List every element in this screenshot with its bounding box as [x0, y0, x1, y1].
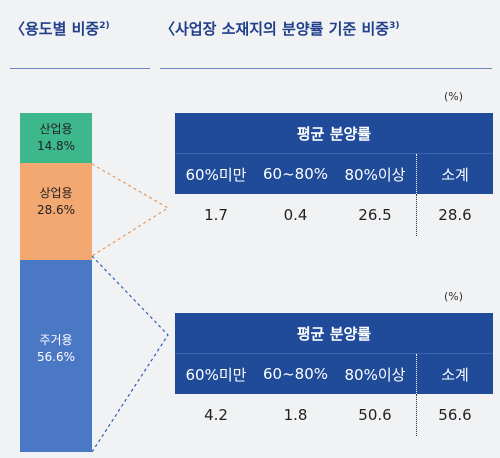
- bar-value-label: 28.6%: [36, 203, 76, 218]
- table-row: 4.2 1.8 50.6 56.6: [175, 394, 493, 436]
- table-cell: 1.7: [204, 206, 228, 224]
- column-header: 60~80%: [263, 165, 328, 183]
- unit-label: (%): [444, 290, 464, 303]
- column-header: 소계: [416, 154, 493, 194]
- table-header-row: 60%미만 60~80% 80%이상 소계: [175, 153, 493, 194]
- bar-category-label: 산업용: [39, 122, 73, 137]
- sales-rate-table-residential: 평균 분양률 60%미만 60~80% 80%이상 소계 4.2 1.8 50.…: [175, 313, 493, 436]
- bar-segment-industrial: 산업용 14.8%: [20, 113, 92, 164]
- unit-label: (%): [444, 90, 464, 103]
- bar-category-label: 상업용: [39, 186, 73, 201]
- table-title: 평균 분양률: [175, 313, 493, 353]
- table-header-row: 60%미만 60~80% 80%이상 소계: [175, 353, 493, 394]
- table-row: 1.7 0.4 26.5 28.6: [175, 194, 493, 236]
- column-header: 소계: [416, 354, 493, 394]
- column-header: 80%이상: [344, 165, 406, 184]
- table-title: 평균 분양률: [175, 113, 493, 153]
- heading-rule-right: [160, 68, 492, 69]
- table-cell: 0.4: [283, 206, 308, 224]
- table-cell: 26.5: [358, 206, 392, 224]
- heading-rule-left: [10, 68, 150, 69]
- connector-commercial: [91, 163, 170, 257]
- table-cell: 1.8: [283, 406, 308, 424]
- table-cell: 28.6: [416, 194, 493, 236]
- column-header: 80%이상: [344, 365, 406, 384]
- bar-segment-residential: 주거용 56.6%: [20, 260, 92, 452]
- table-cell: 56.6: [416, 394, 493, 436]
- table-cell: 50.6: [358, 406, 392, 424]
- bar-segment-commercial: 상업용 28.6%: [20, 163, 92, 261]
- table-cell: 4.2: [204, 406, 228, 424]
- column-header: 60%미만: [185, 165, 247, 184]
- connector-residential: [91, 255, 169, 453]
- sales-rate-table-commercial: 평균 분양률 60%미만 60~80% 80%이상 소계 1.7 0.4 26.…: [175, 113, 493, 236]
- sales-rate-heading: 〈사업장 소재지의 분양률 기준 비중3): [160, 20, 400, 38]
- usage-share-heading: 〈용도별 비중2): [10, 20, 110, 38]
- bar-category-label: 주거용: [39, 333, 73, 348]
- bar-value-label: 14.8%: [36, 139, 76, 154]
- bar-value-label: 56.6%: [36, 350, 76, 365]
- column-header: 60~80%: [263, 365, 328, 383]
- column-header: 60%미만: [185, 365, 247, 384]
